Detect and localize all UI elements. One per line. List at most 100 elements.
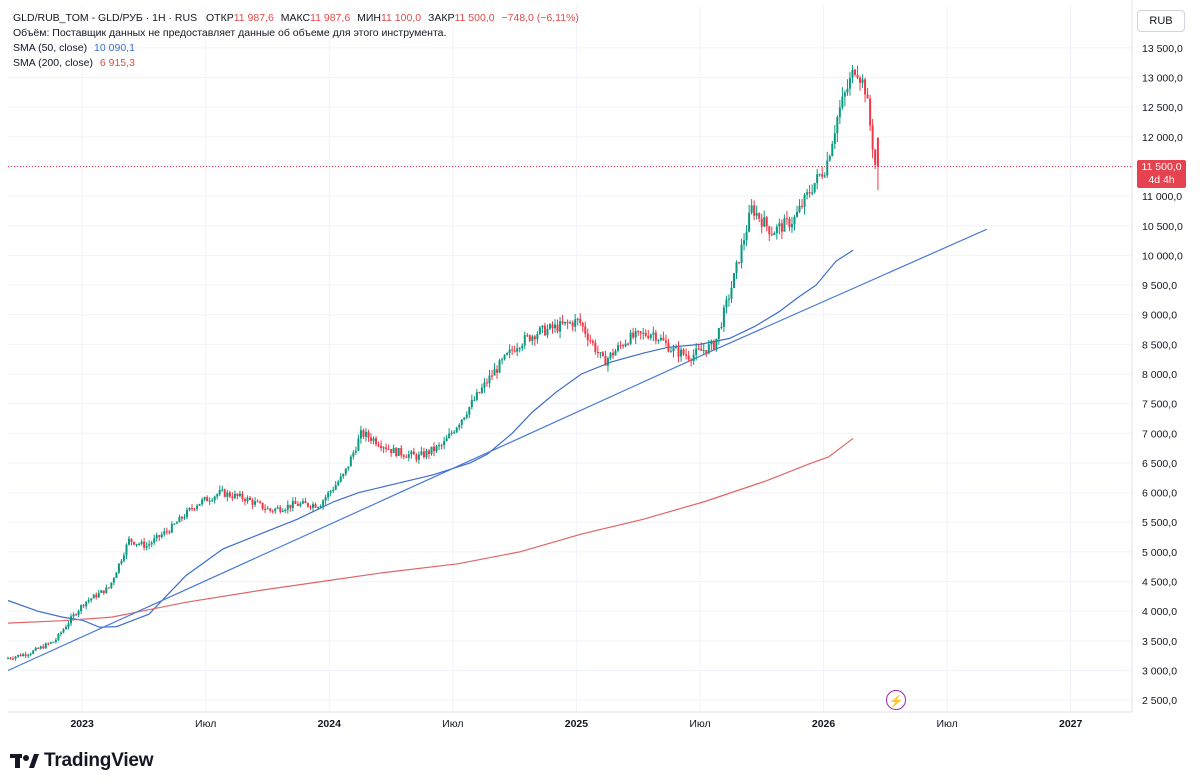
candle-body (385, 447, 388, 449)
candle-body (32, 650, 35, 654)
candle-body (521, 345, 524, 349)
legend-sma200[interactable]: SMA (200, close) 6 915,3 (13, 56, 579, 71)
y-tick-label: 8 500,0 (1142, 339, 1177, 351)
candle-body (130, 538, 133, 542)
candle-body (160, 534, 163, 538)
high-label: МАКС (280, 12, 311, 24)
candle-body (400, 448, 403, 456)
candle-body (458, 424, 461, 428)
candle-body (690, 359, 693, 361)
flash-icon[interactable]: ⚡ (886, 690, 906, 710)
close-value: 11 500,0 (454, 12, 495, 24)
candle-body (727, 298, 730, 300)
currency-button[interactable]: RUB (1137, 10, 1185, 32)
candle-body (606, 358, 609, 366)
sma50-label: SMA (50, close) (13, 42, 88, 54)
candle-body (569, 322, 572, 324)
candle-body (851, 69, 854, 78)
candle-body (314, 504, 317, 508)
candle-body (309, 506, 312, 508)
candle-body (859, 77, 862, 83)
candle-body (445, 438, 448, 442)
candle-body (448, 433, 451, 439)
candle-body (869, 98, 872, 126)
x-tick-label: 2024 (318, 718, 342, 730)
legend-sma50[interactable]: SMA (50, close) 10 090,1 (13, 41, 579, 56)
candle-body (180, 516, 183, 519)
candle-body (831, 143, 834, 157)
candle-body (359, 430, 362, 439)
candle-body (773, 233, 776, 236)
candle-body (735, 262, 738, 274)
candle-body (468, 407, 471, 415)
sma200-line (7, 437, 854, 624)
candle-body (866, 94, 869, 99)
candle-body (427, 450, 430, 455)
candle-body (238, 493, 241, 496)
candle-body (105, 587, 108, 594)
candle-body (546, 328, 549, 336)
candle-body (231, 496, 234, 499)
candle-body (72, 614, 75, 617)
candle-body (564, 321, 567, 324)
tradingview-logo[interactable]: TradingView (10, 750, 154, 772)
candle-body (657, 340, 660, 342)
candle-body (634, 331, 637, 338)
candle-body (430, 446, 433, 455)
candle-body (455, 427, 458, 433)
candle-body (319, 505, 322, 508)
sma200-label: SMA (200, close) (13, 57, 93, 69)
candle-body (92, 594, 95, 599)
candle-body (415, 454, 418, 460)
candle-body (407, 454, 410, 458)
candle-body (342, 473, 345, 477)
series-layer (7, 228, 987, 672)
candle-body (793, 216, 796, 225)
candle-body (201, 499, 204, 504)
last-price-value: 11 500,0 (1141, 161, 1182, 173)
candle-body (14, 656, 17, 659)
y-tick-label: 12 000,0 (1142, 132, 1183, 144)
candle-body (339, 476, 342, 482)
candle-body (846, 88, 849, 93)
candle-body (528, 335, 531, 341)
candle-body (833, 133, 836, 144)
candle-body (561, 321, 564, 324)
candle-body (760, 218, 763, 227)
candle-body (420, 451, 423, 455)
candle-body (796, 211, 799, 217)
candle-body (672, 347, 675, 352)
candle-body (291, 501, 294, 508)
candle-body (506, 353, 509, 355)
candle-body (647, 335, 650, 339)
candle-body (843, 92, 846, 97)
candle-body (145, 545, 148, 548)
candle-body (821, 174, 824, 177)
candle-body (763, 217, 766, 227)
candle-body (138, 543, 141, 545)
y-tick-label: 7 500,0 (1142, 399, 1177, 411)
candle-body (677, 347, 680, 357)
candle-body (286, 504, 289, 510)
candle-body (485, 382, 488, 384)
candle-body (233, 493, 236, 499)
candle-body (312, 504, 315, 508)
candle-body (738, 262, 741, 264)
candle-body (659, 337, 662, 341)
candle-body (599, 352, 602, 354)
candle-body (42, 646, 45, 649)
candle-body (158, 535, 161, 538)
candle-body (601, 352, 604, 356)
candle-body (533, 336, 536, 340)
candle-body (47, 643, 50, 645)
low-label: МИН (357, 12, 381, 24)
close-label: ЗАКР (427, 12, 455, 24)
candle-body (712, 340, 715, 350)
candle-body (856, 74, 859, 78)
candle-body (22, 654, 25, 657)
high-value: 11 987,6 (310, 12, 351, 24)
candle-body (150, 542, 153, 545)
candle-body (52, 641, 55, 643)
symbol-title[interactable]: GLD/RUB_TOM - GLD/РУБ · 1H · RUS (13, 12, 198, 24)
